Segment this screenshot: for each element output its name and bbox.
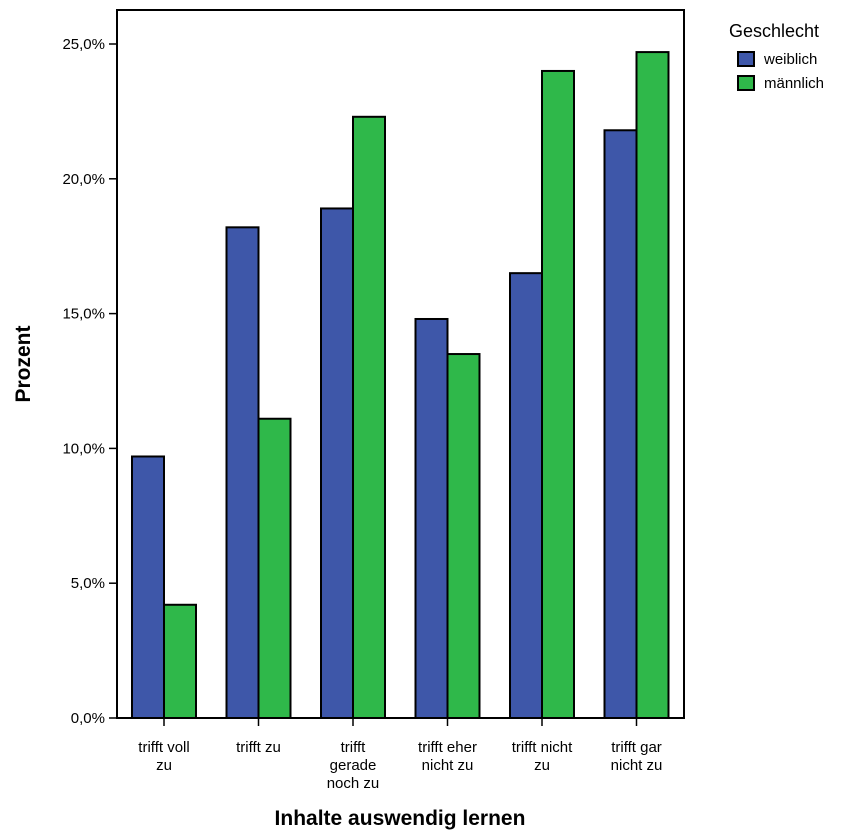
bars-group <box>131 51 670 720</box>
legend: Geschlecht weiblich männlich <box>729 21 824 92</box>
legend-label-2: männlich <box>764 75 824 92</box>
y-axis: 0,0% 5,0% 10,0% 15,0% 20,0% 25,0% <box>62 36 117 727</box>
y-tick-label: 25,0% <box>62 36 105 53</box>
x-category-label: trifft voll zu <box>138 739 189 774</box>
bar-weiblich-1 <box>131 455 165 719</box>
x-category-label: trifft gar nicht zu <box>611 739 663 774</box>
x-axis-title: Inhalte auswendig lernen <box>275 807 526 830</box>
bar-weiblich-3 <box>320 207 354 719</box>
legend-swatch-2 <box>737 75 755 91</box>
y-axis-title: Prozent <box>12 325 35 402</box>
bar-mnnlich-6 <box>635 51 670 719</box>
bar-mnnlich-5 <box>541 69 575 719</box>
bar-weiblich-6 <box>603 129 638 720</box>
y-tick-label: 5,0% <box>71 575 105 592</box>
x-category-label: trifft gerade noch zu <box>327 739 380 792</box>
bar-mnnlich-3 <box>352 115 386 720</box>
bar-weiblich-4 <box>414 317 449 719</box>
x-axis: trifft voll zu trifft zu trifft gerade noch z… <box>138 718 662 792</box>
bar-mnnlich-2 <box>257 417 292 719</box>
x-category-label: trifft eher nicht zu <box>418 739 477 774</box>
legend-label-1: weiblich <box>763 51 817 68</box>
bar-mnnlich-1 <box>163 603 197 720</box>
y-tick-label: 15,0% <box>62 306 105 323</box>
bar-mnnlich-4 <box>446 353 481 719</box>
plot-frame <box>116 9 685 719</box>
y-tick-label: 20,0% <box>62 171 105 188</box>
bar-weiblich-2 <box>225 226 260 719</box>
legend-title: Geschlecht <box>729 21 819 41</box>
y-tick-label: 0,0% <box>71 710 105 727</box>
bar-weiblich-5 <box>509 272 543 719</box>
x-category-label: trifft zu <box>236 739 281 756</box>
x-category-label: trifft nicht zu <box>512 739 573 774</box>
y-tick-label: 10,0% <box>62 440 105 457</box>
legend-swatch-1 <box>737 51 755 67</box>
